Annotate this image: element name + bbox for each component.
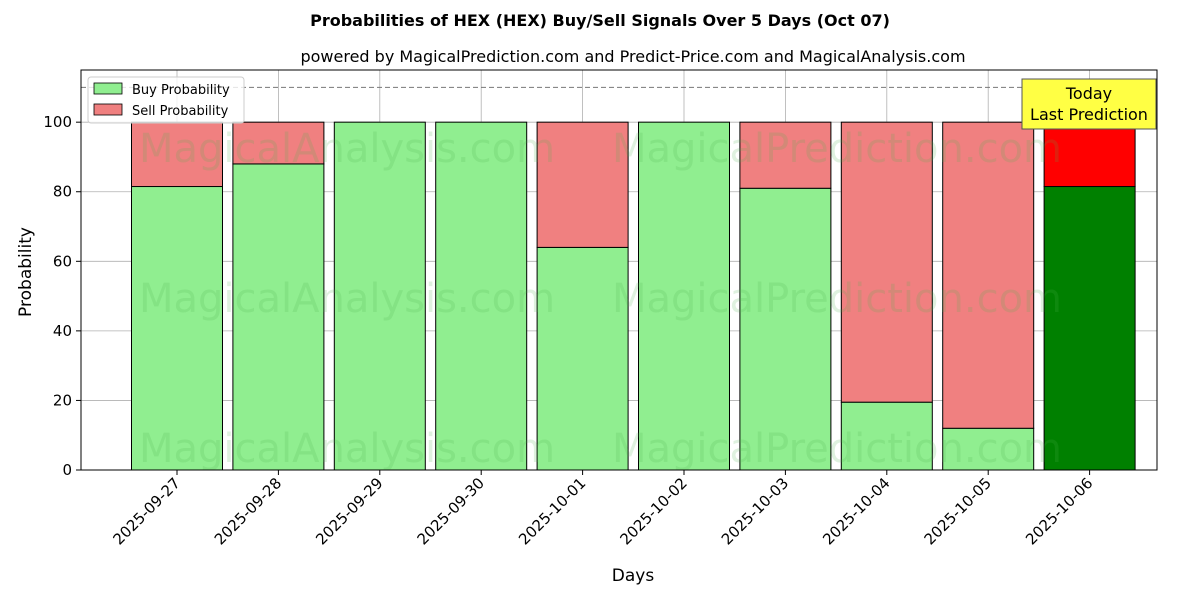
legend-box <box>87 76 245 124</box>
x-tick-label-1: 2025-09-28 <box>211 474 285 548</box>
x-tick-label-8: 2025-10-05 <box>921 474 995 548</box>
watermarks: MagicalAnalysis.com MagicalPrediction.com… <box>139 126 1062 472</box>
watermark-2-1: MagicalPrediction.com <box>612 426 1062 472</box>
y-axis-label: Probability <box>16 227 36 317</box>
bar-buy-2025-09-30 <box>435 121 528 471</box>
y-tick-label-0: 0 <box>62 461 72 479</box>
today-annotation-line1: Today <box>1065 84 1112 103</box>
legend-label-buy: Buy Probability <box>132 83 230 98</box>
x-tick-label-4: 2025-10-01 <box>515 474 589 548</box>
bar-buy-2025-10-01 <box>536 246 629 471</box>
watermark-0-0: MagicalAnalysis.com <box>139 126 555 172</box>
bar-buy-2025-10-04 <box>840 401 933 471</box>
watermark-2-0: MagicalAnalysis.com <box>139 426 555 472</box>
x-tick-label-3: 2025-09-30 <box>414 474 488 548</box>
x-axis-label: Days <box>612 566 655 586</box>
bar-buy-2025-10-06 <box>1043 186 1136 471</box>
x-tick-label-0: 2025-09-27 <box>109 474 183 548</box>
watermark-0-1: MagicalPrediction.com <box>612 126 1062 172</box>
today-annotation-box <box>1021 78 1157 130</box>
today-annotation: Today Last Prediction <box>1021 78 1157 130</box>
bar-buy-2025-10-05 <box>942 427 1035 471</box>
y-tick-label-5: 100 <box>43 113 72 131</box>
watermark-1-1: MagicalPrediction.com <box>612 276 1062 322</box>
y-tick-label-1: 20 <box>53 391 72 409</box>
bar-buy-2025-10-02 <box>638 121 730 471</box>
x-tick-label-2: 2025-09-29 <box>312 474 386 548</box>
x-tick-label-5: 2025-10-02 <box>616 474 690 548</box>
bar-buy-2025-10-03 <box>739 187 832 471</box>
plot-frame <box>80 69 1158 471</box>
x-tick-label-6: 2025-10-03 <box>718 474 792 548</box>
legend-label-sell: Sell Probability <box>132 104 229 119</box>
bar-buy-2025-09-29 <box>333 121 426 471</box>
bar-sell-2025-10-06 <box>1043 121 1136 188</box>
y-tick-label-2: 40 <box>53 322 72 340</box>
bar-sell-2025-10-03 <box>739 121 832 189</box>
legend-swatch-buy <box>93 82 123 95</box>
x-tick-label-7: 2025-10-04 <box>819 474 893 548</box>
x-axis-ticks: 2025-09-27 2025-09-28 2025-09-29 2025-09-30… <box>109 470 1096 548</box>
bar-sell-2025-09-27 <box>131 121 223 188</box>
bars <box>131 121 1136 471</box>
watermark-1-0: MagicalAnalysis.com <box>139 276 555 322</box>
y-tick-label-4: 80 <box>53 183 72 201</box>
bar-sell-2025-10-01 <box>536 121 629 248</box>
bar-sell-2025-10-04 <box>840 121 933 403</box>
legend: Buy Probability Sell Probability <box>87 76 245 124</box>
chart-subtitle: powered by MagicalPrediction.com and Pre… <box>300 47 965 66</box>
y-tick-label-3: 60 <box>53 252 72 270</box>
bar-sell-2025-09-28 <box>232 121 325 165</box>
x-tick-label-9: 2025-10-06 <box>1022 474 1096 548</box>
bar-buy-2025-09-27 <box>131 186 223 471</box>
legend-swatch-sell <box>93 103 123 116</box>
chart-title: Probabilities of HEX (HEX) Buy/Sell Sign… <box>310 11 890 30</box>
y-axis-ticks: 0 20 40 60 80 100 <box>43 113 81 479</box>
today-annotation-line2: Last Prediction <box>1030 105 1148 124</box>
bar-sell-2025-10-05 <box>942 121 1035 429</box>
